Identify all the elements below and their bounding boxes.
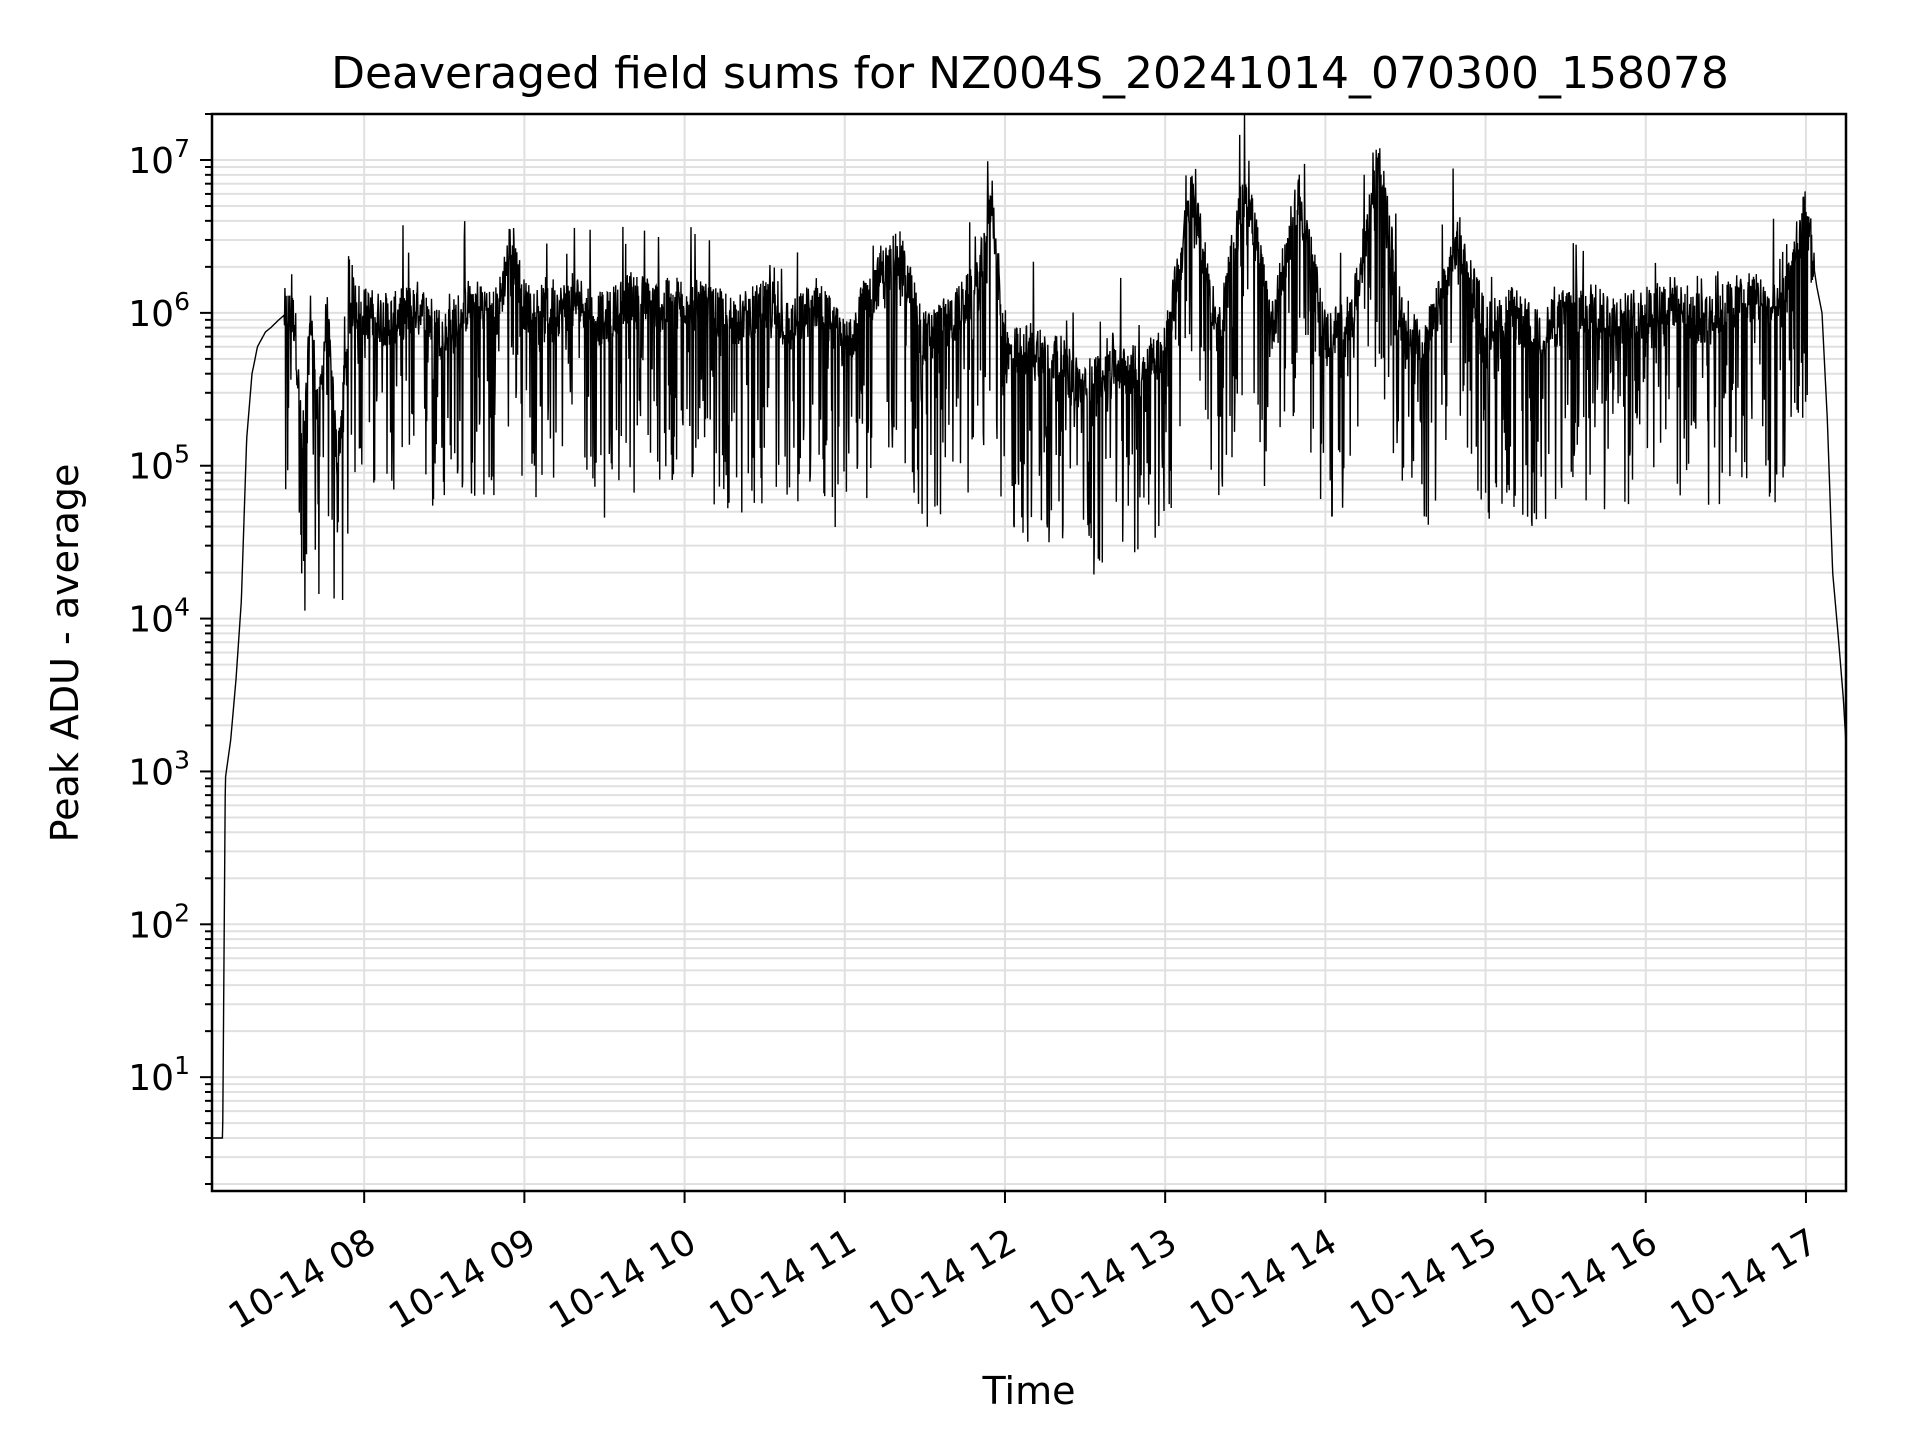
x-axis: 10-14 08 10-14 09 10-14 10 10-14 11 10-14 12… [222, 1191, 1824, 1338]
x-tick-label: 10-14 11 [703, 1221, 864, 1337]
x-tick-label: 10-14 15 [1343, 1221, 1504, 1337]
y-tick-label: 107 [128, 134, 190, 182]
y-tick-label: 103 [128, 745, 190, 793]
data-line [212, 113, 1847, 1139]
x-tick-label: 10-14 12 [863, 1221, 1024, 1337]
x-tick-label: 10-14 17 [1664, 1221, 1825, 1337]
x-tick-label: 10-14 14 [1183, 1221, 1344, 1337]
x-tick-label: 10-14 10 [542, 1221, 703, 1337]
y-tick-label: 105 [128, 440, 190, 488]
y-axis: 101 102 103 104 105 106 107 [128, 113, 212, 1186]
y-tick-label: 102 [128, 898, 190, 946]
y-tick-label: 106 [128, 287, 190, 335]
y-axis-label: Peak ADU - average [43, 464, 87, 843]
chart-title: Deaveraged field sums for NZ004S_2024101… [331, 48, 1729, 99]
series-line [212, 113, 1847, 1139]
y-tick-label: 104 [128, 593, 190, 641]
x-tick-label: 10-14 08 [222, 1221, 383, 1337]
grid [212, 113, 1846, 1191]
x-tick-label: 10-14 09 [382, 1221, 543, 1337]
y-tick-label: 101 [128, 1051, 190, 1099]
x-axis-label: Time [982, 1369, 1076, 1413]
x-tick-label: 10-14 13 [1023, 1221, 1184, 1337]
x-tick-label: 10-14 16 [1504, 1221, 1665, 1337]
